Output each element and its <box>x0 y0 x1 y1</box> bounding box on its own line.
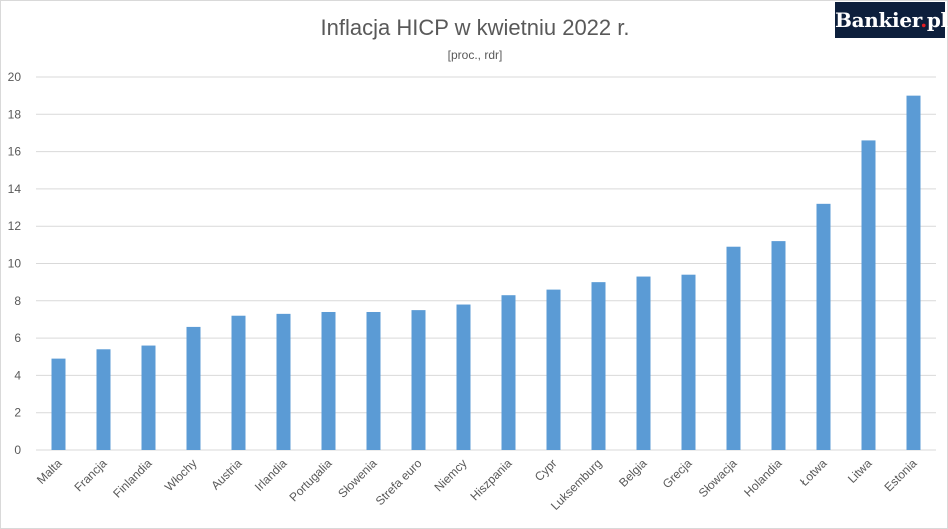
bar-19 <box>906 95 921 451</box>
y-tick-label: 4 <box>14 368 21 382</box>
y-tick-label: 6 <box>14 331 21 345</box>
x-category-label: Litwa <box>845 456 875 486</box>
bar-5 <box>276 313 291 450</box>
bar-7 <box>366 311 381 450</box>
bar-16 <box>771 241 786 450</box>
y-tick-label: 8 <box>14 294 21 308</box>
y-tick-label: 20 <box>8 70 22 84</box>
x-category-label: Niemcy <box>431 456 469 494</box>
y-tick-label: 0 <box>14 443 21 457</box>
x-category-label: Strefa euro <box>373 456 425 508</box>
bar-18 <box>861 140 876 450</box>
logo-text-dot: . <box>920 8 927 32</box>
bar-12 <box>591 282 606 450</box>
logo-text-prefix: Bankier <box>835 8 921 32</box>
x-category-label: Estonia <box>881 456 919 494</box>
chart-title: Inflacja HICP w kwietniu 2022 r. <box>321 15 630 40</box>
y-tick-label: 2 <box>14 406 21 420</box>
bar-11 <box>546 289 561 450</box>
x-category-label: Hiszpania <box>467 456 514 503</box>
x-category-label: Malta <box>34 456 65 487</box>
bar-6 <box>321 311 336 450</box>
chart-subtitle: [proc., rdr] <box>448 48 503 62</box>
bar-0 <box>51 358 66 450</box>
x-category-label: Belgia <box>616 456 650 490</box>
bar-15 <box>726 246 741 450</box>
x-category-label: Grecja <box>660 456 695 491</box>
x-category-label: Słowenia <box>335 456 380 501</box>
x-category-label: Holandia <box>741 456 785 500</box>
bankier-logo: Bankier.pl <box>835 2 948 38</box>
bar-10 <box>501 295 516 450</box>
x-category-label: Portugalia <box>287 456 335 504</box>
bar-13 <box>636 276 651 450</box>
y-tick-label: 14 <box>8 182 22 196</box>
y-tick-label: 16 <box>8 145 22 159</box>
x-category-label: Irlandia <box>252 456 290 494</box>
bar-17 <box>816 203 831 450</box>
bar-8 <box>411 310 426 450</box>
bar-9 <box>456 304 471 450</box>
x-category-label: Włochy <box>162 456 200 494</box>
x-category-label: Cypr <box>532 456 560 484</box>
y-tick-label: 10 <box>8 257 22 271</box>
x-category-label: Łotwa <box>797 456 830 489</box>
bars <box>51 95 921 451</box>
bar-3 <box>186 326 201 450</box>
bar-14 <box>681 274 696 450</box>
bar-1 <box>96 349 111 450</box>
logo-text-suffix: pl <box>926 8 948 32</box>
x-category-label: Francja <box>71 456 109 494</box>
bar-4 <box>231 315 246 450</box>
gridlines <box>36 76 936 451</box>
bar-2 <box>141 345 156 450</box>
y-axis-ticks: 0 2 4 6 8 10 12 14 16 18 20 <box>8 70 22 457</box>
y-tick-label: 12 <box>8 219 22 233</box>
x-category-label: Finlandia <box>110 456 155 501</box>
x-axis-labels: Malta Francja Finlandia Włochy Austria Irland… <box>34 456 920 513</box>
y-tick-label: 18 <box>8 107 22 121</box>
x-category-label: Austria <box>208 456 245 493</box>
x-category-label: Słowacja <box>696 456 740 500</box>
